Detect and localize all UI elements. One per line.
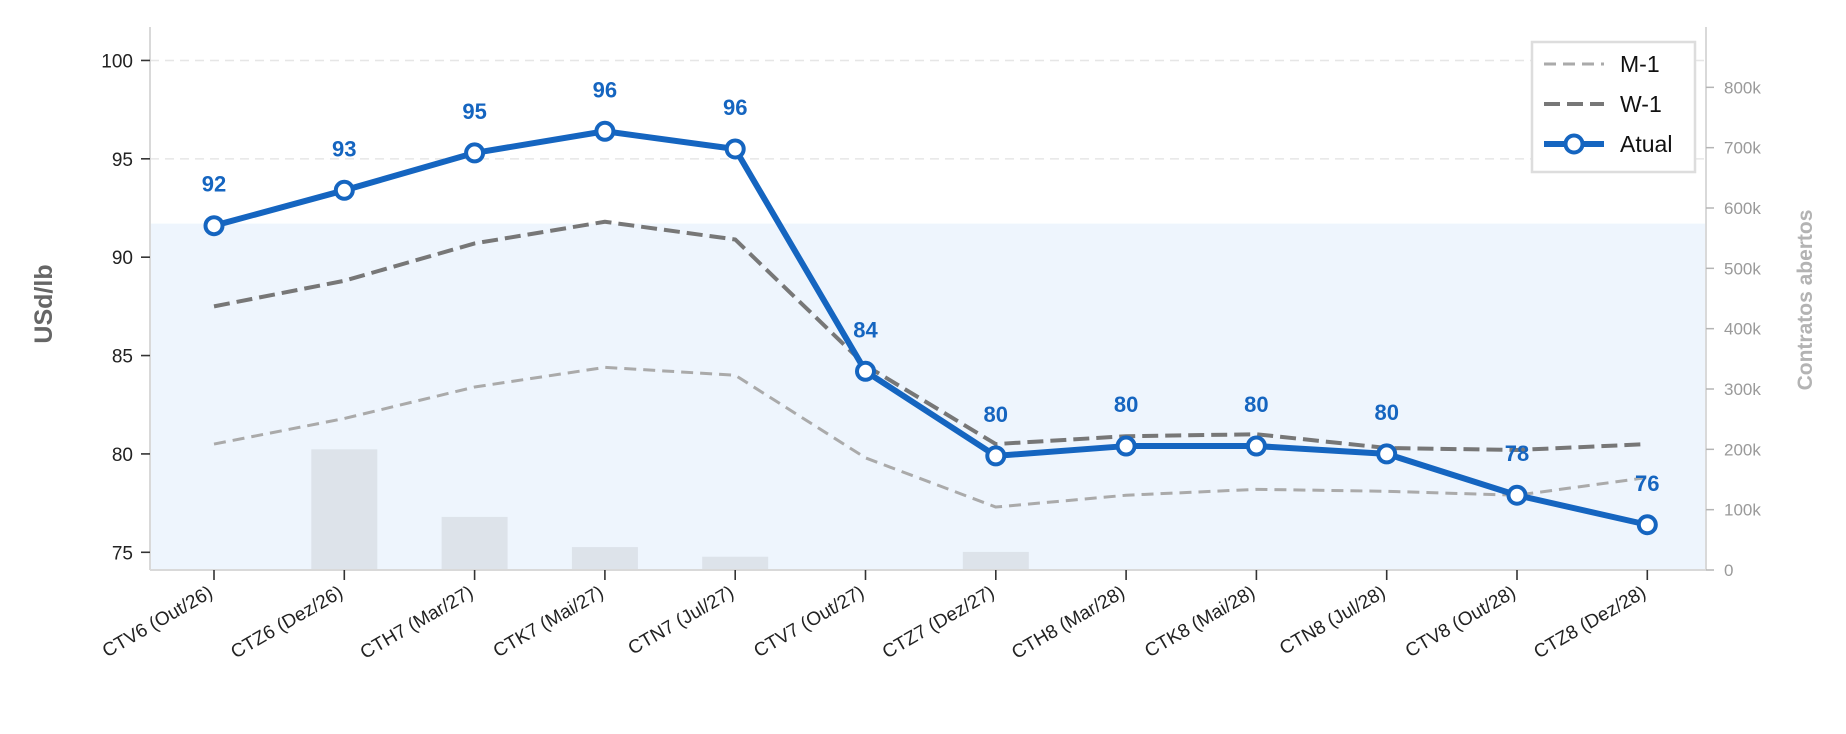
x-tick-label: CTN7 (Jul/27) [625,582,738,659]
x-tick-label: CTK8 (Mai/28) [1141,582,1258,662]
right-tick-label: 100k [1724,501,1761,520]
right-tick-label: 500k [1724,259,1761,278]
right-tick-label: 800k [1724,78,1761,97]
data-label: 95 [462,99,486,124]
data-label: 92 [202,172,226,197]
left-tick-label: 95 [112,150,133,171]
left-tick-label: 80 [112,445,133,466]
legend-label: Atual [1620,131,1672,157]
series-point [1506,484,1528,506]
series-point [1245,435,1267,457]
x-tick-label: CTZ6 (Dez/26) [227,582,346,663]
y-axis-label: USd/lb [30,264,58,343]
legend-box [1530,40,1697,174]
shaded-area [150,223,1706,570]
right-tick-label: 300k [1724,380,1761,399]
series-point [724,138,746,160]
x-tick-label: CTV7 (Out/27) [751,582,868,662]
x-tick-label: CTH8 (Mar/28) [1008,582,1128,664]
right-tick-label: 400k [1724,320,1761,339]
x-tick-label: CTV8 (Out/28) [1402,582,1519,662]
series-point [1115,435,1137,457]
legend-label: M-1 [1620,51,1660,77]
series-lines [213,128,1648,528]
right-tick-label: 0 [1724,561,1733,580]
left-axis-ticks: 75 80 85 90 95 100 [101,51,150,564]
data-label: 96 [593,77,617,102]
right-tick-label: 200k [1724,440,1761,459]
series-line-atual [213,128,1648,528]
right-axis-ticks: 0 100k 200k 300k 400k 500k 600k 700k 800k [1706,78,1761,580]
x-tick-label: CTN8 (Jul/28) [1276,582,1389,659]
series-markers [203,120,1658,536]
open-interest-bars [311,449,1029,570]
data-label: 76 [1635,471,1659,496]
series-point [855,360,876,382]
x-tick-label: CTZ8 (Dez/28) [1530,582,1649,663]
open-interest-bar [962,551,1029,570]
y2-axis-label: Contratos abertos [1794,210,1817,391]
data-labels: 92 93 95 96 96 84 80 80 80 80 78 76 [202,77,1660,495]
series-point [1636,514,1658,536]
open-interest-bar [441,516,508,570]
open-interest-bar [702,556,769,570]
data-label: 78 [1505,441,1529,466]
data-label: 80 [984,402,1008,427]
data-label: 80 [1114,392,1138,417]
series-point [985,445,1007,467]
legend-marker [1563,133,1585,155]
series-line-w-1 [213,219,1648,452]
data-label: 84 [853,317,878,342]
axes [149,27,1707,571]
left-tick-label: 90 [112,248,133,269]
series-point [333,179,355,201]
left-tick-label: 100 [101,51,133,72]
data-label: 93 [332,136,356,161]
x-tick-label: CTV6 (Out/26) [99,582,216,662]
x-tick-label: CTZ7 (Dez/27) [879,582,998,663]
x-axis-ticks: CTV6 (Out/26) CTZ6 (Dez/26) CTH7 (Mar/27) C… [99,570,1650,664]
series-point [203,215,225,237]
left-tick-label: 75 [112,543,133,564]
legend-label: W-1 [1620,91,1662,117]
x-tick-label: CTH7 (Mar/27) [357,582,477,664]
series-line-m-1 [213,365,1648,509]
left-tick-label: 85 [112,347,133,368]
series-point [464,142,486,164]
data-label: 80 [1244,392,1268,417]
area-body [150,223,1706,570]
x-tick-label: CTK7 (Mai/27) [490,582,607,662]
open-interest-bar [311,449,378,570]
open-interest-bar [571,547,638,570]
data-label: 80 [1374,400,1398,425]
data-label: 96 [723,95,747,120]
right-tick-label: 600k [1724,199,1761,218]
legend: M-1 W-1 Atual [1530,40,1697,174]
series-point [594,120,616,142]
right-tick-label: 700k [1724,139,1761,158]
series-point [1376,443,1398,465]
